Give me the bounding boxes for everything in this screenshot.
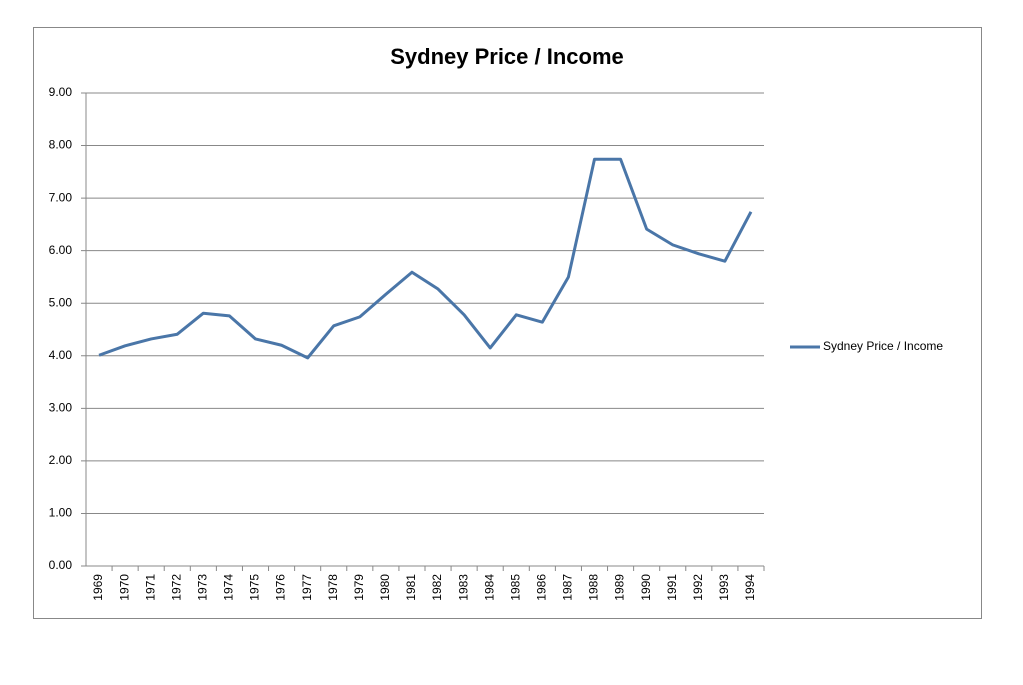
x-tick-label: 1974 [222,574,236,601]
x-tick-label: 1988 [587,574,601,601]
y-tick-label: 8.00 [49,138,73,152]
x-tick-label: 1992 [691,574,705,601]
x-tick-label: 1980 [378,574,392,601]
x-tick-label: 1979 [352,574,366,601]
y-tick-label: 9.00 [49,85,73,99]
x-tick-label: 1987 [561,574,575,601]
y-tick-label: 0.00 [49,558,73,572]
chart-border [33,27,982,619]
x-tick-label: 1970 [117,574,131,601]
x-tick-label: 1986 [535,574,549,601]
x-tick-label: 1976 [274,574,288,601]
y-tick-label: 3.00 [49,401,73,415]
data-line [98,157,753,360]
x-tick-label: 1984 [482,574,496,601]
x-tick-label: 1972 [169,574,183,601]
y-tick-label: 4.00 [49,348,73,362]
x-tick-label: 1969 [91,574,105,601]
x-tick-label: 1985 [508,574,522,601]
x-tick-label: 1973 [196,574,210,601]
x-tick-label: 1989 [613,574,627,601]
x-tick-label: 1991 [665,574,679,601]
y-tick-label: 1.00 [49,506,73,520]
y-tick-label: 2.00 [49,453,73,467]
x-tick-label: 1971 [143,574,157,601]
y-tick-label: 5.00 [49,295,73,309]
x-tick-label: 1981 [404,574,418,601]
chart-title: Sydney Price / Income [390,44,624,69]
x-tick-label: 1978 [326,574,340,601]
x-tick-label: 1975 [248,574,262,601]
x-tick-label: 1983 [456,574,470,601]
y-tick-label: 7.00 [49,190,73,204]
x-tick-label: 1982 [430,574,444,601]
x-tick-label: 1990 [639,574,653,601]
y-tick-label: 6.00 [49,243,73,257]
x-tick-label: 1977 [300,574,314,601]
x-tick-label: 1993 [717,574,731,601]
legend-label: Sydney Price / Income [823,339,943,353]
x-tick-label: 1994 [743,574,757,601]
